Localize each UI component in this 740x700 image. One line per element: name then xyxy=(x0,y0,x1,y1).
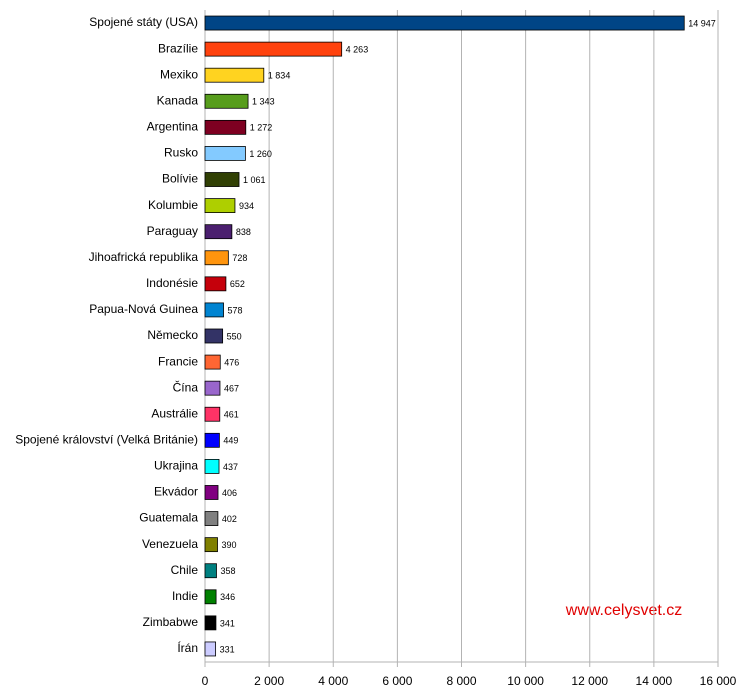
value-label: 652 xyxy=(230,279,245,289)
value-label: 1 343 xyxy=(252,97,275,107)
category-label: Spojené státy (USA) xyxy=(89,15,198,29)
value-label: 934 xyxy=(239,201,254,211)
bar xyxy=(204,615,217,631)
category-label: Kanada xyxy=(157,93,199,107)
category-label: Guatemala xyxy=(139,511,198,525)
bar xyxy=(204,458,220,474)
x-tick-label: 8 000 xyxy=(446,674,476,688)
value-label: 550 xyxy=(227,331,242,341)
value-label: 1 834 xyxy=(268,71,291,81)
category-label: Německo xyxy=(147,328,198,342)
bar xyxy=(204,224,233,240)
bar xyxy=(204,250,229,266)
value-label: 838 xyxy=(236,227,251,237)
value-label: 461 xyxy=(224,410,239,420)
x-tick-label: 10 000 xyxy=(507,674,544,688)
value-label: 1 061 xyxy=(243,175,266,185)
category-label: Indonésie xyxy=(146,276,198,290)
bar xyxy=(204,354,221,370)
x-tick-label: 0 xyxy=(202,674,209,688)
category-label: Ukrajina xyxy=(154,459,198,473)
value-label: 1 272 xyxy=(250,123,273,133)
category-label: Jihoafrická republika xyxy=(89,250,199,264)
category-label: Bolívie xyxy=(162,172,198,186)
value-label: 449 xyxy=(223,436,238,446)
watermark: www.celysvet.cz xyxy=(565,602,682,619)
bar xyxy=(204,41,343,57)
category-label: Čína xyxy=(173,379,199,394)
category-label: Írán xyxy=(177,640,198,655)
category-label: Paraguay xyxy=(147,224,198,238)
category-label: Indie xyxy=(172,589,198,603)
bar xyxy=(204,198,236,214)
value-label: 467 xyxy=(224,384,239,394)
category-label: Kolumbie xyxy=(148,198,198,212)
value-label: 437 xyxy=(223,462,238,472)
value-label: 331 xyxy=(220,644,235,654)
value-label: 406 xyxy=(222,488,237,498)
bar xyxy=(204,302,224,318)
value-label: 341 xyxy=(220,618,235,628)
bar xyxy=(204,380,221,396)
bar xyxy=(204,406,221,422)
bar xyxy=(204,146,246,161)
value-label: 578 xyxy=(228,305,243,315)
category-label: Francie xyxy=(158,354,198,368)
bar xyxy=(204,93,249,109)
category-label: Ekvádor xyxy=(154,485,198,499)
category-label: Argentina xyxy=(147,120,199,134)
value-label: 346 xyxy=(220,592,235,602)
category-label: Venezuela xyxy=(142,537,198,551)
value-label: 476 xyxy=(224,357,239,367)
value-label: 390 xyxy=(222,540,237,550)
value-label: 728 xyxy=(232,253,247,263)
x-tick-label: 6 000 xyxy=(382,674,412,688)
value-label: 402 xyxy=(222,514,237,524)
bar xyxy=(204,485,219,500)
x-tick-label: 2 000 xyxy=(254,674,284,688)
category-label: Austrálie xyxy=(151,406,198,420)
bar xyxy=(204,511,219,526)
bar xyxy=(204,328,224,344)
category-label: Chile xyxy=(171,563,199,577)
bar xyxy=(204,172,240,187)
category-label: Mexiko xyxy=(160,67,198,81)
bar xyxy=(204,432,220,448)
category-label: Brazílie xyxy=(158,41,198,55)
category-label: Papua-Nová Guinea xyxy=(89,302,198,316)
category-label: Spojené království (Velká Británie) xyxy=(15,432,198,446)
bar xyxy=(204,641,217,657)
x-tick-label: 4 000 xyxy=(318,674,348,688)
x-tick-label: 16 000 xyxy=(700,674,737,688)
bar xyxy=(204,537,218,553)
value-label: 4 263 xyxy=(346,44,369,54)
value-label: 14 947 xyxy=(688,18,716,28)
bar xyxy=(204,276,227,292)
bar xyxy=(204,563,217,579)
category-label: Rusko xyxy=(164,146,198,160)
category-label: Zimbabwe xyxy=(143,615,199,629)
x-tick-label: 14 000 xyxy=(636,674,673,688)
x-tick-label: 12 000 xyxy=(571,674,608,688)
bar xyxy=(204,15,685,31)
bar xyxy=(204,67,265,83)
value-label: 1 260 xyxy=(249,149,272,159)
value-label: 358 xyxy=(220,566,235,576)
bar xyxy=(204,589,217,605)
bar xyxy=(204,119,247,135)
